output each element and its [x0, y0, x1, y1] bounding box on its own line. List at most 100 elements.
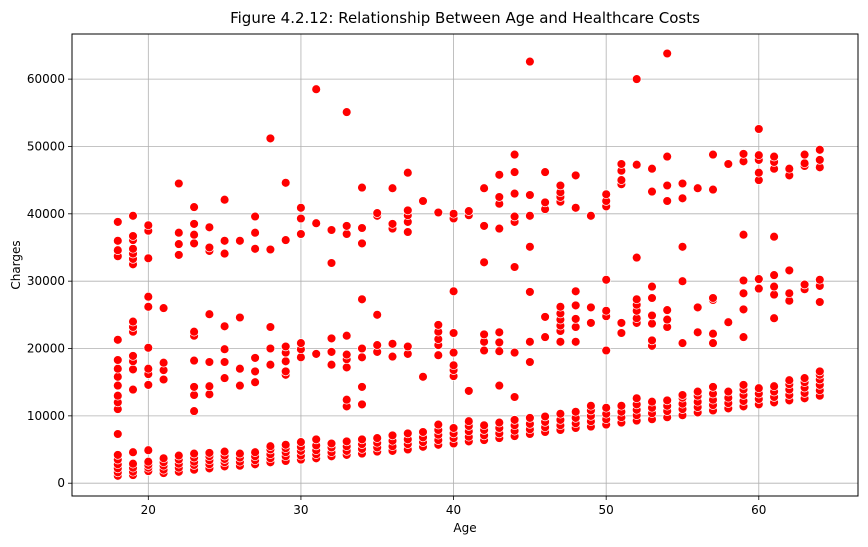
data-point	[158, 303, 169, 313]
y-tick-label: 40000	[27, 207, 65, 221]
data-point	[128, 458, 138, 469]
data-point	[540, 312, 550, 322]
data-point	[494, 337, 505, 348]
data-point	[250, 227, 260, 238]
data-point	[448, 347, 459, 358]
data-point	[723, 159, 734, 169]
data-point	[189, 406, 199, 416]
data-point	[540, 411, 550, 422]
data-point	[357, 343, 367, 354]
data-point	[815, 297, 825, 307]
data-point	[616, 175, 627, 185]
data-point	[357, 399, 367, 410]
data-point	[265, 322, 276, 332]
x-tick-label: 60	[751, 503, 766, 517]
data-point	[143, 220, 154, 231]
data-point	[372, 433, 382, 443]
data-point	[677, 390, 688, 400]
data-point	[708, 149, 718, 160]
data-point	[769, 381, 779, 391]
data-point	[296, 213, 306, 224]
data-point	[219, 446, 230, 457]
data-point	[631, 159, 642, 170]
data-point	[433, 419, 444, 430]
data-point	[128, 351, 138, 361]
data-point	[128, 447, 138, 457]
y-tick-label: 60000	[27, 72, 65, 86]
data-point	[113, 372, 123, 382]
data-point	[494, 223, 505, 234]
data-point	[250, 353, 260, 363]
data-point	[601, 275, 611, 285]
data-point	[113, 450, 123, 460]
data-point	[631, 294, 642, 305]
data-point	[784, 288, 795, 299]
data-point	[418, 427, 428, 437]
data-point	[357, 382, 367, 392]
data-point	[265, 343, 276, 354]
data-point	[296, 229, 306, 239]
data-point	[448, 360, 459, 371]
data-point	[250, 211, 260, 222]
data-point	[143, 291, 154, 302]
data-point	[647, 186, 657, 197]
data-point	[662, 305, 672, 315]
data-point	[692, 386, 703, 397]
data-point	[555, 337, 566, 347]
data-point	[113, 363, 123, 374]
data-point	[784, 265, 795, 276]
data-point	[525, 357, 535, 367]
data-point	[525, 337, 535, 347]
data-point	[769, 231, 779, 242]
data-point	[601, 403, 611, 413]
data-point	[738, 380, 749, 390]
data-point	[326, 225, 337, 235]
data-point	[509, 392, 520, 402]
data-point	[647, 396, 657, 407]
data-point	[189, 238, 199, 249]
data-point	[815, 145, 825, 155]
data-point	[479, 257, 489, 268]
data-point	[189, 202, 199, 212]
data-point	[464, 386, 474, 396]
data-point	[479, 420, 489, 431]
data-point	[357, 434, 367, 445]
data-point	[280, 366, 291, 377]
data-point	[204, 222, 215, 233]
data-point	[113, 335, 123, 345]
chart-title: Figure 4.2.12: Relationship Between Age …	[230, 9, 700, 27]
data-point	[219, 194, 230, 205]
data-point	[357, 182, 367, 193]
data-point	[326, 258, 337, 268]
data-point	[464, 416, 474, 426]
data-point	[113, 217, 123, 227]
data-point	[311, 349, 321, 359]
data-point	[403, 205, 413, 216]
data-points	[113, 48, 825, 481]
data-point	[189, 382, 199, 392]
data-point	[570, 407, 581, 417]
data-point	[189, 326, 199, 337]
data-point	[540, 167, 550, 177]
data-point	[616, 159, 627, 169]
data-point	[235, 380, 245, 391]
data-point	[219, 236, 230, 246]
data-point	[754, 383, 764, 393]
data-point	[708, 382, 718, 392]
data-point	[143, 343, 154, 353]
data-point	[265, 244, 276, 255]
data-point	[494, 170, 505, 180]
data-point	[738, 275, 749, 286]
data-point	[494, 346, 505, 356]
data-point	[280, 356, 291, 367]
data-point	[677, 276, 688, 286]
data-point	[677, 242, 688, 252]
data-point	[631, 393, 642, 404]
data-point	[815, 275, 825, 285]
data-point	[280, 235, 291, 245]
data-point	[662, 180, 672, 191]
data-point	[769, 289, 779, 300]
x-axis-label: Age	[453, 521, 476, 535]
data-point	[250, 366, 260, 377]
data-point	[204, 448, 215, 458]
